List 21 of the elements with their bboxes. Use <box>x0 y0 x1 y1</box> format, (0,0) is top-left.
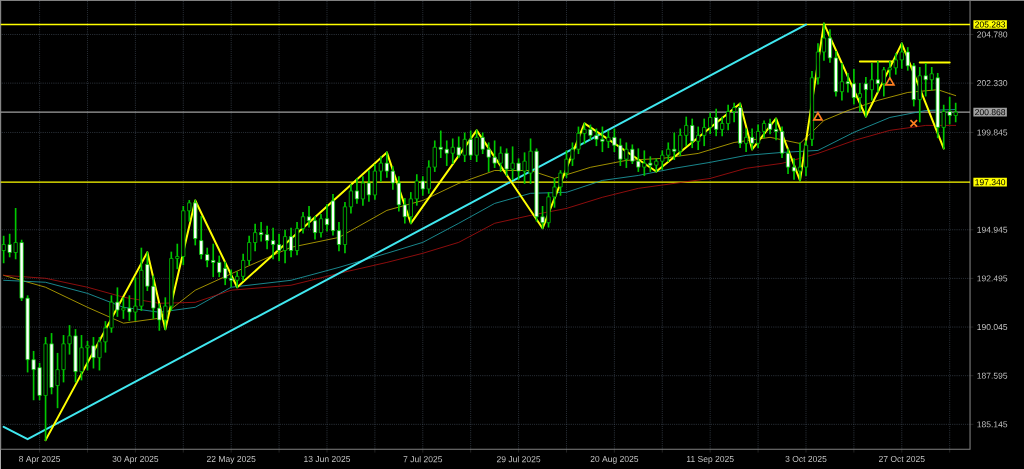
x-tick-label: 3 Oct 2025 <box>785 455 827 462</box>
y-tick-label: 199.845 <box>977 129 1008 136</box>
y-tick-label: 202.330 <box>977 80 1008 87</box>
y-tick-label: 187.595 <box>977 372 1008 379</box>
ref-line-label: 200.868 <box>975 109 1006 116</box>
x-tick-label: 11 Sep 2025 <box>686 455 734 464</box>
x-tick-label: 30 Apr 2025 <box>112 455 159 464</box>
x-tick-label: 27 Oct 2025 <box>879 455 925 462</box>
x-tick-label: 13 Jun 2025 <box>304 455 351 462</box>
x-tick-label: 7 Jul 2025 <box>403 455 443 463</box>
ref-line-label: 205.283 <box>975 21 1006 28</box>
x-tick-label: 8 Apr 2025 <box>19 455 61 464</box>
x-tick-label: 20 Aug 2025 <box>590 455 639 464</box>
y-tick-label: 204.780 <box>977 31 1008 38</box>
y-tick-label: 190.045 <box>977 323 1008 330</box>
x-tick-label: 29 Jul 2025 <box>496 455 541 463</box>
ref-line-label: 197.340 <box>975 179 1006 186</box>
y-tick-label: 194.945 <box>977 226 1008 233</box>
x-tick-label: 22 May 2025 <box>206 455 256 464</box>
y-tick-label: 185.145 <box>977 421 1008 428</box>
y-tick-label: 192.495 <box>977 275 1008 282</box>
